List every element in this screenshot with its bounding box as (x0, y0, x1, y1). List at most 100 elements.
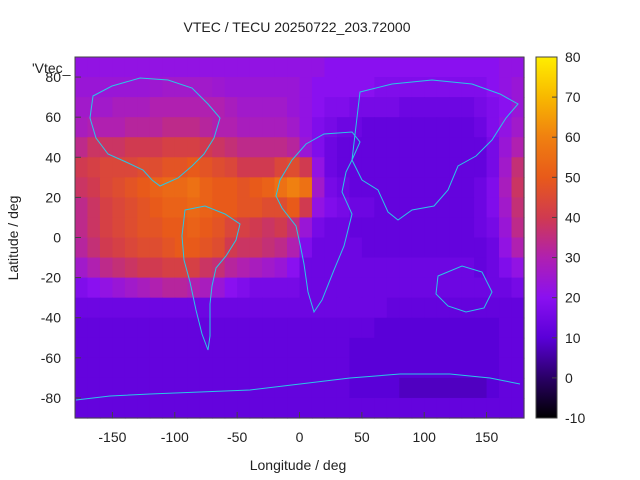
heat-cell (199, 237, 213, 259)
heat-cell (461, 317, 475, 339)
heat-cell (87, 237, 101, 259)
colorbar-tick-label: 10 (565, 330, 581, 346)
heat-cell (424, 237, 438, 259)
heat-cell (287, 197, 301, 219)
heat-cell (299, 397, 313, 419)
heat-cell (299, 157, 313, 178)
heat-cell (486, 157, 500, 178)
heat-cell (336, 357, 350, 379)
heat-cell (436, 237, 450, 259)
heat-cell (511, 397, 525, 419)
heat-cell (386, 297, 400, 319)
heat-cell (336, 277, 350, 299)
heat-cell (511, 257, 525, 279)
heat-cell (486, 317, 500, 339)
heat-cell (436, 357, 450, 379)
heat-cell (324, 257, 338, 279)
x-tick-label: -100 (161, 429, 189, 445)
heat-cell (411, 157, 425, 178)
heat-cell (187, 317, 201, 339)
heat-cell (274, 197, 288, 219)
heat-cell (237, 217, 251, 239)
heat-cell (349, 377, 363, 399)
heat-cell (361, 237, 375, 259)
heat-cell (187, 397, 201, 419)
heat-cell (274, 377, 288, 399)
heat-cell (499, 237, 513, 259)
heat-cell (249, 57, 263, 78)
heat-cell (274, 157, 288, 178)
heat-cell (174, 57, 188, 78)
heat-cell (162, 317, 176, 339)
heat-cell (212, 177, 226, 198)
heat-cell (212, 117, 226, 138)
colorbar-tick-label: 20 (565, 290, 581, 306)
heat-cell (162, 237, 176, 259)
heat-cell (112, 377, 126, 399)
heat-cell (349, 197, 363, 219)
heat-cell (449, 57, 463, 78)
heat-cell (149, 237, 163, 259)
heat-cell (324, 137, 338, 158)
heat-cell (336, 77, 350, 98)
heat-cell (511, 117, 525, 138)
heat-cell (399, 197, 413, 219)
heat-cell (124, 137, 138, 158)
heat-cell (411, 377, 425, 399)
heat-cell (99, 277, 114, 299)
heat-cell (212, 397, 226, 419)
heat-cell (174, 177, 188, 198)
heat-cell (99, 317, 114, 339)
heat-cell (174, 357, 188, 379)
heat-cell (336, 197, 350, 219)
heat-cell (311, 117, 326, 138)
heat-cell (511, 297, 525, 319)
heat-cell (436, 197, 450, 219)
heat-cell (436, 217, 450, 239)
heat-cell (511, 317, 525, 339)
heat-cell (299, 197, 313, 219)
heat-cell (361, 197, 375, 219)
heat-cell (124, 337, 138, 359)
heat-cell (287, 357, 301, 379)
heat-cell (374, 77, 388, 98)
heat-cell (449, 377, 463, 399)
colorbar-tick-label: 30 (565, 250, 581, 266)
y-tick-label: 40 (45, 149, 61, 165)
heat-cell (486, 377, 500, 399)
heat-cell (474, 237, 488, 259)
heat-cell (411, 257, 425, 279)
heat-cell (199, 317, 213, 339)
heat-cell (124, 317, 138, 339)
heat-cell (75, 217, 89, 239)
heat-cell (287, 317, 301, 339)
heat-cell (99, 357, 114, 379)
heat-cell (187, 337, 201, 359)
heat-cell (162, 297, 176, 319)
heat-cell (361, 77, 375, 98)
heat-cell (187, 377, 201, 399)
heat-cell (449, 357, 463, 379)
colorbar-tick-label: 40 (565, 209, 581, 225)
heat-cell (87, 77, 101, 98)
heat-cell (75, 297, 89, 319)
heat-cell (87, 357, 101, 379)
heat-cell (349, 257, 363, 279)
heat-cell (187, 137, 201, 158)
heat-cell (361, 397, 375, 419)
heat-cell (99, 377, 114, 399)
heat-cell (324, 177, 338, 198)
heat-cell (486, 177, 500, 198)
heat-cell (486, 117, 500, 138)
heat-cell (486, 97, 500, 118)
heat-cell (75, 277, 89, 299)
heat-cell (424, 137, 438, 158)
heat-cell (287, 237, 301, 259)
heat-cell (411, 57, 425, 78)
heat-cell (75, 137, 89, 158)
heat-cell (212, 277, 226, 299)
heat-cell (486, 297, 500, 319)
heat-cell (311, 57, 326, 78)
heat-cell (75, 397, 89, 419)
heat-cell (424, 397, 438, 419)
